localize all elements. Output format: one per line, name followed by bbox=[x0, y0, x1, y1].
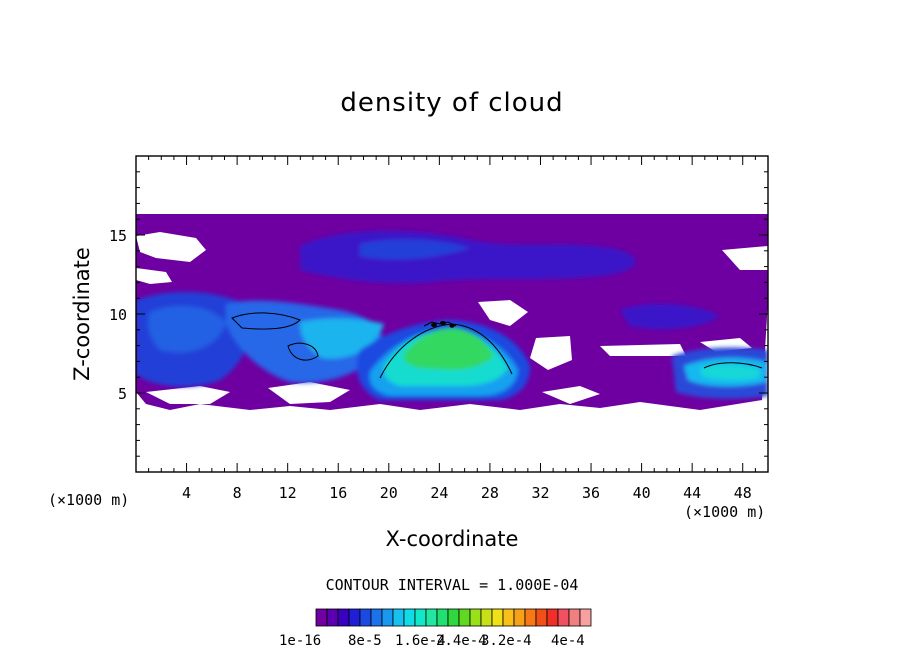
colorbar-label: 4e-4 bbox=[551, 633, 585, 649]
colorbar-cell bbox=[469, 608, 482, 627]
colorbar-label: 8e-5 bbox=[348, 633, 382, 649]
colorbar-cell bbox=[359, 608, 372, 627]
colorbar-cell bbox=[392, 608, 405, 627]
colorbar-cell bbox=[535, 608, 548, 627]
colorbar-cell bbox=[579, 608, 592, 627]
colorbar-cell bbox=[513, 608, 526, 627]
colorbar-cell bbox=[502, 608, 515, 627]
colorbar-cell bbox=[546, 608, 559, 627]
x-tick-label: 32 bbox=[531, 484, 549, 502]
colorbar-label: 1.6e-4 bbox=[395, 633, 446, 649]
axis-ticks bbox=[136, 156, 768, 472]
colorbar-cell bbox=[414, 608, 427, 627]
y-tick-label: 5 bbox=[118, 385, 127, 403]
x-tick-label: 20 bbox=[380, 484, 398, 502]
colorbar: 1e-16 8e-5 1.6e-42.4e-43.2e-4 4e-4 bbox=[279, 608, 592, 649]
colorbar-cell bbox=[436, 608, 449, 627]
colorbar-cell bbox=[480, 608, 493, 627]
cloud-gaps bbox=[136, 232, 768, 404]
x-tick-label: 16 bbox=[329, 484, 347, 502]
colorbar-cell bbox=[315, 608, 328, 627]
colorbar-cell bbox=[370, 608, 383, 627]
x-origin-unit-label: (×1000 m) bbox=[48, 491, 130, 509]
x-tick-label: 48 bbox=[734, 484, 752, 502]
colorbar-cell bbox=[557, 608, 570, 627]
x-tick-label: 4 bbox=[182, 484, 191, 502]
x-tick-label: 36 bbox=[582, 484, 600, 502]
colorbar-cell bbox=[491, 608, 504, 627]
colorbar-label: 3.2e-4 bbox=[481, 633, 532, 649]
x-tick-label: 8 bbox=[233, 484, 242, 502]
colorbar-cell bbox=[425, 608, 438, 627]
x-tick-label: 24 bbox=[430, 484, 448, 502]
x-axis-label: X-coordinate bbox=[385, 527, 519, 551]
colorbar-label: 1e-16 bbox=[279, 633, 321, 649]
x-tick-label: 44 bbox=[683, 484, 701, 502]
colorbar-cell bbox=[447, 608, 460, 627]
colorbar-cell bbox=[381, 608, 394, 627]
x-tick-label: 40 bbox=[633, 484, 651, 502]
cloud-field-medium bbox=[136, 230, 768, 400]
x-tick-label: 12 bbox=[279, 484, 297, 502]
colorbar-cell bbox=[458, 608, 471, 627]
colorbar-cell bbox=[326, 608, 339, 627]
colorbar-cell bbox=[524, 608, 537, 627]
y-tick-label: 10 bbox=[109, 306, 127, 324]
x-tick-label: 28 bbox=[481, 484, 499, 502]
colorbar-label: 2.4e-4 bbox=[436, 633, 487, 649]
contour-lines bbox=[231, 312, 763, 379]
colorbar-cell bbox=[403, 608, 416, 627]
colorbar-cell bbox=[568, 608, 581, 627]
colorbar-cell bbox=[337, 608, 350, 627]
chart-title: density of cloud bbox=[340, 88, 564, 118]
contour-core-cells bbox=[431, 321, 455, 328]
x-axis-unit-label: (×1000 m) bbox=[684, 503, 766, 521]
y-tick-label: 15 bbox=[109, 227, 127, 245]
contour-interval-label: CONTOUR INTERVAL = 1.000E-04 bbox=[325, 576, 579, 594]
y-axis-label: Z-coordinate bbox=[70, 247, 94, 381]
colorbar-cell bbox=[348, 608, 361, 627]
